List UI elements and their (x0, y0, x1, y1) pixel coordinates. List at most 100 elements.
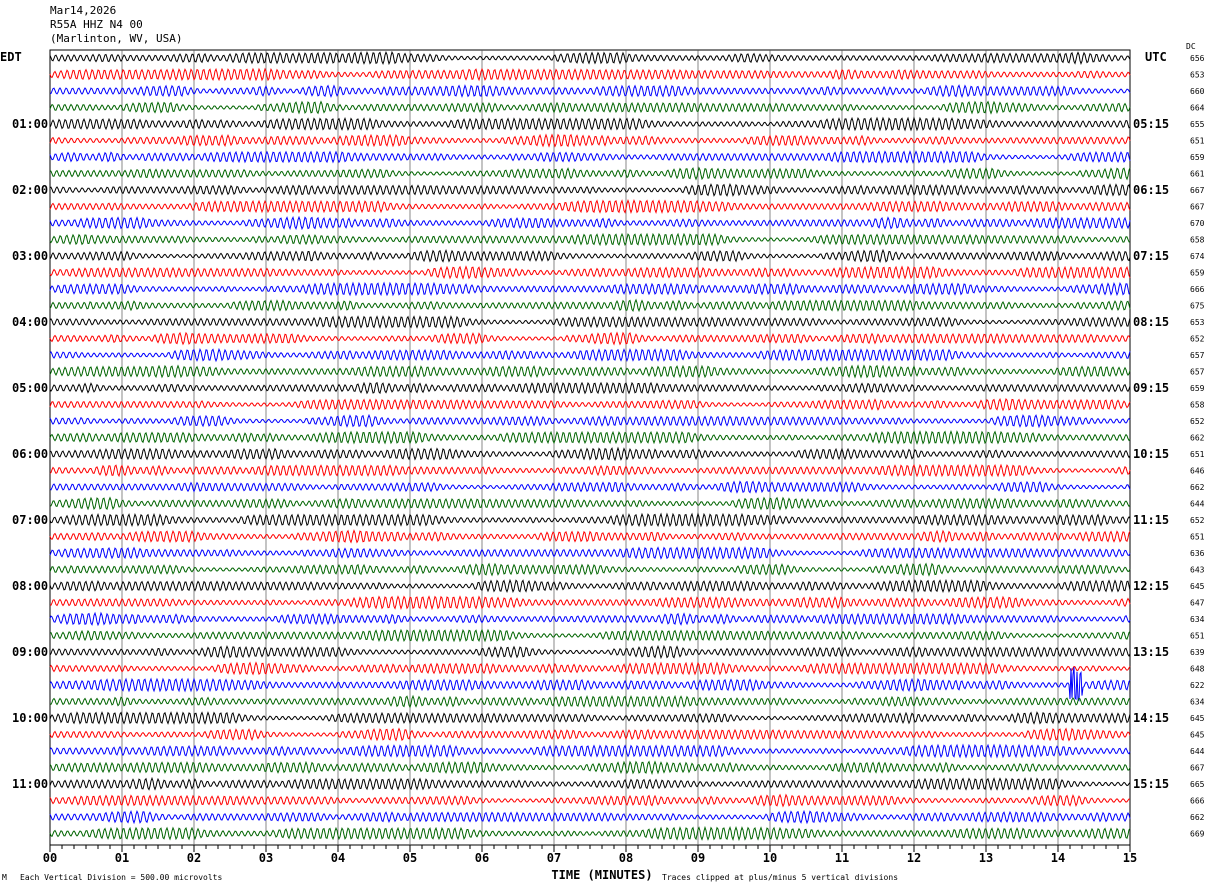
header: Mar14,2026 R55A HHZ N4 00 (Marlinton, WV… (50, 4, 182, 46)
trace-34 (49, 611, 1131, 627)
trace-43 (49, 760, 1131, 775)
trace-0 (49, 50, 1131, 66)
trace-3 (49, 100, 1131, 115)
x-tick-label: 00 (43, 851, 57, 865)
edt-time-label: 03:00 (12, 249, 48, 263)
dc-value: 652 (1190, 335, 1205, 344)
trace-24 (50, 446, 1131, 462)
trace-13 (49, 265, 1131, 280)
trace-27 (49, 496, 1131, 511)
trace-5 (49, 133, 1131, 148)
utc-time-label: 14:15 (1133, 711, 1169, 725)
trace-11 (49, 232, 1131, 247)
dc-value: 645 (1190, 582, 1205, 591)
dc-value: 675 (1190, 302, 1205, 311)
edt-time-label: 10:00 (12, 711, 48, 725)
station-label: R55A HHZ N4 00 (50, 18, 143, 31)
trace-35 (49, 628, 1131, 643)
x-tick-label: 15 (1123, 851, 1137, 865)
trace-44 (49, 776, 1131, 791)
trace-28 (49, 512, 1131, 528)
dc-value: 645 (1190, 731, 1205, 740)
utc-time-label: 07:15 (1133, 249, 1169, 263)
dc-value: 652 (1190, 417, 1205, 426)
trace-2 (49, 84, 1131, 99)
trace-38 (49, 667, 1131, 702)
edt-time-label: 11:00 (12, 777, 48, 791)
x-tick-label: 08 (619, 851, 633, 865)
dc-title: DC (1186, 42, 1196, 51)
dc-value: 660 (1190, 87, 1205, 96)
trace-21 (49, 397, 1131, 412)
utc-time-label: 13:15 (1133, 645, 1169, 659)
dc-value: 670 (1190, 219, 1205, 228)
edt-time-label: 07:00 (12, 513, 48, 527)
trace-20 (49, 381, 1131, 395)
trace-4 (49, 116, 1131, 132)
dc-value: 664 (1190, 104, 1205, 113)
dc-value: 648 (1190, 665, 1205, 674)
dc-value: 639 (1190, 648, 1205, 657)
dc-value: 652 (1190, 516, 1205, 525)
trace-8 (49, 182, 1131, 197)
trace-18 (49, 347, 1131, 363)
dc-value: 659 (1190, 269, 1205, 278)
trace-14 (49, 281, 1131, 297)
trace-30 (49, 546, 1131, 560)
x-tick-label: 02 (187, 851, 201, 865)
edt-time-label: 02:00 (12, 183, 48, 197)
dc-value: 659 (1190, 153, 1205, 162)
dc-value: 651 (1190, 450, 1205, 459)
dc-value: 667 (1190, 764, 1205, 773)
dc-value: 667 (1190, 186, 1205, 195)
dc-value: 657 (1190, 351, 1205, 360)
trace-1 (49, 67, 1131, 82)
x-tick-label: 07 (547, 851, 561, 865)
x-tick-label: 11 (835, 851, 849, 865)
edt-time-label: 06:00 (12, 447, 48, 461)
trace-45 (49, 793, 1131, 808)
dc-value: 651 (1190, 632, 1205, 641)
x-tick-label: 12 (907, 851, 921, 865)
clip-note: Traces clipped at plus/minus 5 vertical … (662, 873, 899, 882)
trace-22 (49, 413, 1131, 429)
dc-value: 661 (1190, 170, 1205, 179)
dc-value: 674 (1190, 252, 1205, 261)
utc-time-label: 08:15 (1133, 315, 1169, 329)
edt-time-label: 08:00 (12, 579, 48, 593)
dc-value: 651 (1190, 137, 1205, 146)
dc-value: 653 (1190, 71, 1205, 80)
location-label: (Marlinton, WV, USA) (50, 32, 183, 45)
right-axis-title: UTC (1145, 50, 1167, 64)
edt-time-label: 05:00 (12, 381, 48, 395)
dc-value: 666 (1190, 285, 1205, 294)
trace-23 (49, 429, 1131, 445)
dc-value: 659 (1190, 384, 1205, 393)
date-label: Mar14,2026 (50, 4, 117, 17)
left-axis-title: EDT (0, 50, 22, 64)
trace-39 (49, 694, 1131, 709)
x-tick-label: 13 (979, 851, 993, 865)
dc-value: 622 (1190, 681, 1205, 690)
dc-value: 655 (1190, 120, 1205, 129)
dc-value: 634 (1190, 698, 1205, 707)
utc-time-label: 09:15 (1133, 381, 1169, 395)
x-axis-title: TIME (MINUTES) (551, 868, 652, 882)
utc-time-label: 10:15 (1133, 447, 1169, 461)
dc-value: 636 (1190, 549, 1205, 558)
dc-value: 667 (1190, 203, 1205, 212)
dc-value: 656 (1190, 54, 1205, 63)
trace-42 (49, 743, 1131, 759)
trace-19 (49, 364, 1131, 379)
trace-7 (49, 166, 1131, 181)
utc-time-label: 12:15 (1133, 579, 1169, 593)
edt-time-label: 09:00 (12, 645, 48, 659)
dc-value: 665 (1190, 780, 1205, 789)
trace-40 (49, 711, 1131, 725)
trace-15 (49, 298, 1131, 313)
trace-16 (49, 315, 1131, 329)
trace-33 (49, 595, 1131, 611)
dc-value: 658 (1190, 236, 1205, 245)
dc-value: 643 (1190, 566, 1205, 575)
